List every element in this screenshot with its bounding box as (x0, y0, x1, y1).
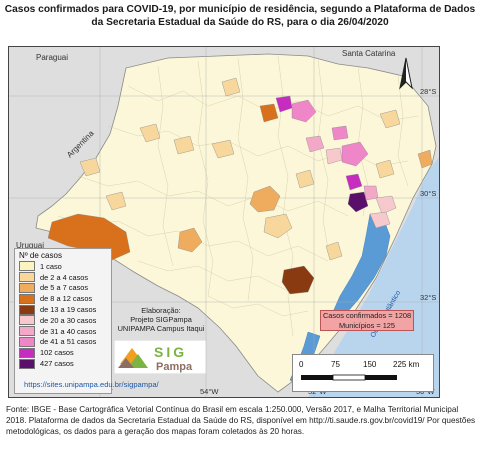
legend-item: 102 casos (19, 347, 111, 358)
legend-item: de 5 a 7 casos (19, 282, 111, 294)
legend-item: de 2 a 4 casos (19, 272, 111, 283)
legend-label: de 13 a 19 casos (40, 305, 97, 315)
summary-municipalities: Municípios = 125 (338, 320, 396, 330)
map-title: Casos confirmados para COVID-19, por mun… (4, 4, 476, 28)
municipality-bento (325, 147, 343, 165)
legend-swatch (19, 358, 35, 369)
municipality-santa-maria (249, 185, 281, 213)
legend-label: de 41 a 51 casos (40, 337, 97, 347)
lat-label-28: 28°S (420, 87, 436, 96)
legend-swatch (19, 315, 35, 326)
legend-label: de 8 a 12 casos (40, 294, 93, 304)
label-paraguai: Paraguai (36, 53, 68, 62)
municipality-camaqua (325, 241, 343, 261)
municipality-carazinho (259, 103, 279, 123)
legend-title: Nº de casos (19, 251, 62, 260)
legend-item: de 8 a 12 casos (19, 293, 111, 304)
municipality-porto-alegre (347, 191, 369, 213)
municipality-santa-cruz (295, 169, 315, 189)
label-santa-catarina: Santa Catarina (342, 49, 396, 58)
lon-label-54: 54°W (200, 387, 219, 396)
legend-swatch (19, 336, 35, 347)
municipality-erechim-area (275, 95, 293, 113)
legend-label: de 2 a 4 casos (40, 272, 89, 282)
legend-swatch (19, 304, 35, 315)
lat-label-30: 30°S (420, 189, 436, 198)
source-footer: Fonte: IBGE - Base Cartográfica Vetorial… (6, 405, 476, 436)
scale-tick-0: 0 (299, 360, 304, 369)
legend-label: 1 caso (40, 261, 62, 271)
municipality-viamao (369, 211, 391, 229)
scale-tick-225: 225 km (393, 360, 420, 369)
municipality-bage-area (177, 227, 203, 253)
north-arrow-icon (399, 57, 413, 90)
legend-label: de 20 a 30 casos (40, 315, 97, 325)
municipality-frederico (221, 77, 241, 97)
legend-item: de 20 a 30 casos (19, 315, 111, 326)
lat-label-32: 32°S (420, 293, 436, 302)
municipality-santo-angelo (139, 123, 161, 143)
summary-box: Casos confirmados = 1208 Municípios = 12… (320, 310, 414, 331)
legend-swatch (19, 282, 35, 293)
logo-text-top: SIG (154, 344, 187, 360)
legend-swatch (19, 272, 35, 283)
municipality-torres (417, 149, 433, 169)
summary-cases: Casos confirmados = 1208 (322, 311, 412, 320)
municipality-taquara (375, 159, 395, 179)
scale-bar: 0 75 150 225 km (292, 354, 434, 392)
legend-item: 1 caso (19, 261, 111, 272)
municipality-passo-fundo (291, 99, 317, 123)
label-uruguai: Uruguai (16, 241, 44, 250)
legend-swatch (19, 326, 35, 337)
logo-text-bottom: Pampa (156, 361, 193, 373)
municipality-novo-hamburgo (345, 173, 363, 191)
municipality-sao-borja (79, 157, 101, 177)
scale-tick-75: 75 (331, 360, 340, 369)
credit-line-2: Projeto SIGPampa (130, 315, 192, 324)
legend-swatch (19, 347, 35, 358)
ocean-area (308, 156, 440, 398)
legend-item: de 31 a 40 casos (19, 326, 111, 337)
legend-item: 427 casos (19, 358, 111, 369)
credit-line-3: UNIPAMPA Campus Itaqui (117, 324, 205, 333)
municipality-farroupilha (331, 125, 349, 141)
municipality-vacaria (379, 109, 401, 129)
municipality-ijui (173, 135, 195, 155)
legend-label: 427 casos (40, 359, 74, 369)
legend-swatch (19, 293, 35, 304)
legend: Nº de casos 1 caso de 2 a 4 casos de 5 a 7… (14, 248, 112, 394)
legend-item: de 13 a 19 casos (19, 304, 111, 315)
sigpampa-logo: SIG Pampa (114, 340, 206, 374)
municipality-alegrete (105, 191, 127, 211)
credit-line-1: Elaboração: (141, 306, 181, 315)
municipality-cruz-alta (211, 139, 235, 159)
municipality-lajeado (305, 135, 325, 153)
municipality-pelotas (281, 265, 315, 295)
legend-item: de 41 a 51 casos (19, 336, 111, 348)
scale-tick-150: 150 (363, 360, 377, 369)
legend-label: de 31 a 40 casos (40, 326, 97, 336)
project-url[interactable]: https://sites.unipampa.edu.br/sigpampa/ (24, 380, 159, 389)
case-municipalities (47, 77, 433, 295)
municipality-cachoeira (263, 213, 293, 239)
legend-label: de 5 a 7 casos (40, 283, 89, 293)
credits: Elaboração: Projeto SIGPampa UNIPAMPA Ca… (112, 306, 210, 333)
legend-label: 102 casos (40, 348, 74, 358)
municipality-gravatai (375, 195, 397, 215)
legend-swatch (19, 261, 35, 272)
